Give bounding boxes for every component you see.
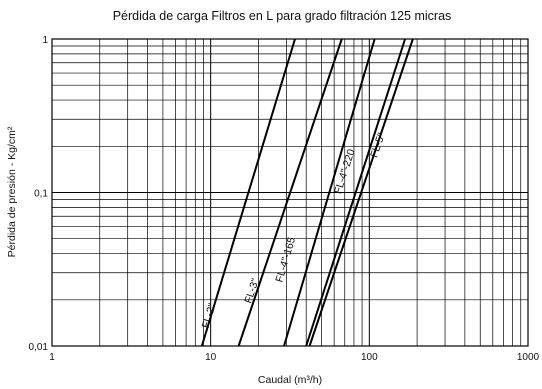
y-tick-label: 0,01 <box>29 342 49 353</box>
y-tick-label: 1 <box>42 35 48 46</box>
series-label-1: FL-2" <box>200 302 219 330</box>
series-line-2 <box>237 38 343 347</box>
series-label-2: FL-3" <box>242 277 262 305</box>
x-tick-labels: 1 10 100 1000 <box>49 352 539 363</box>
y-axis-label: Pérdida de presión - Kg/cm² <box>6 126 18 257</box>
y-tick-label: 0,1 <box>34 189 48 200</box>
series-lines <box>200 38 414 347</box>
x-axis-label: Caudal (m³/h) <box>258 374 322 386</box>
series-line-4 <box>305 38 407 347</box>
x-tick-label: 100 <box>361 352 378 363</box>
grid <box>51 39 528 347</box>
series-line-1 <box>200 38 296 347</box>
series-label-3: FL-4"-165 <box>273 236 298 284</box>
plot-frame <box>51 38 529 347</box>
x-tick-label: 1 <box>49 352 55 363</box>
x-tick-label: 1000 <box>517 352 540 363</box>
series-line-5 <box>308 38 414 347</box>
series-label-5: FL-5" <box>368 131 388 159</box>
series-line-3 <box>283 38 376 347</box>
x-tick-label: 10 <box>205 352 217 363</box>
y-tick-labels: 0,01 0,1 1 <box>29 35 49 353</box>
chart-title: Pérdida de carga Filtros en L para grado… <box>113 9 452 23</box>
